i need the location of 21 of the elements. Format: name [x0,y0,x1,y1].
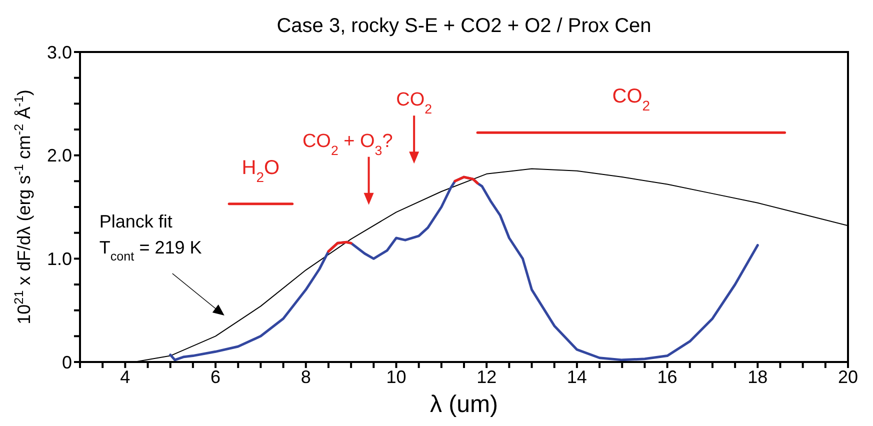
x-tick-label: 20 [838,366,858,387]
annotation: Planck fit T$_{cont}$ = 219 K [99,212,202,264]
y-tick-label: 1.0 [46,249,72,270]
x-tick-label: 8 [300,366,311,387]
x-tick-label: 10 [386,366,406,387]
y-tick-label: 3.0 [46,42,72,62]
line-series [454,176,479,184]
series-label: H$_{2}$O [242,156,280,185]
x-tick-label: 12 [476,366,497,387]
annotation: CO$_{2}$ [396,90,432,116]
y-tick-label: 2.0 [46,146,72,166]
annotation: CO$_{2}$ + O$_{3}$? [302,130,393,158]
x-tick-label: 16 [657,366,678,387]
x-tick-label: 6 [210,366,221,387]
x-axis-title: λ (um) [430,391,498,418]
x-tick-label: 18 [748,366,768,387]
y-tick-label: 0 [62,352,72,372]
chart-title: Case 3, rocky S-E + CO2 + O2 / Prox Cen [276,15,652,37]
x-tick-label: 4 [120,366,130,387]
series-label: CO$_{2}$ [612,86,650,114]
x-tick-label: 14 [566,366,587,387]
